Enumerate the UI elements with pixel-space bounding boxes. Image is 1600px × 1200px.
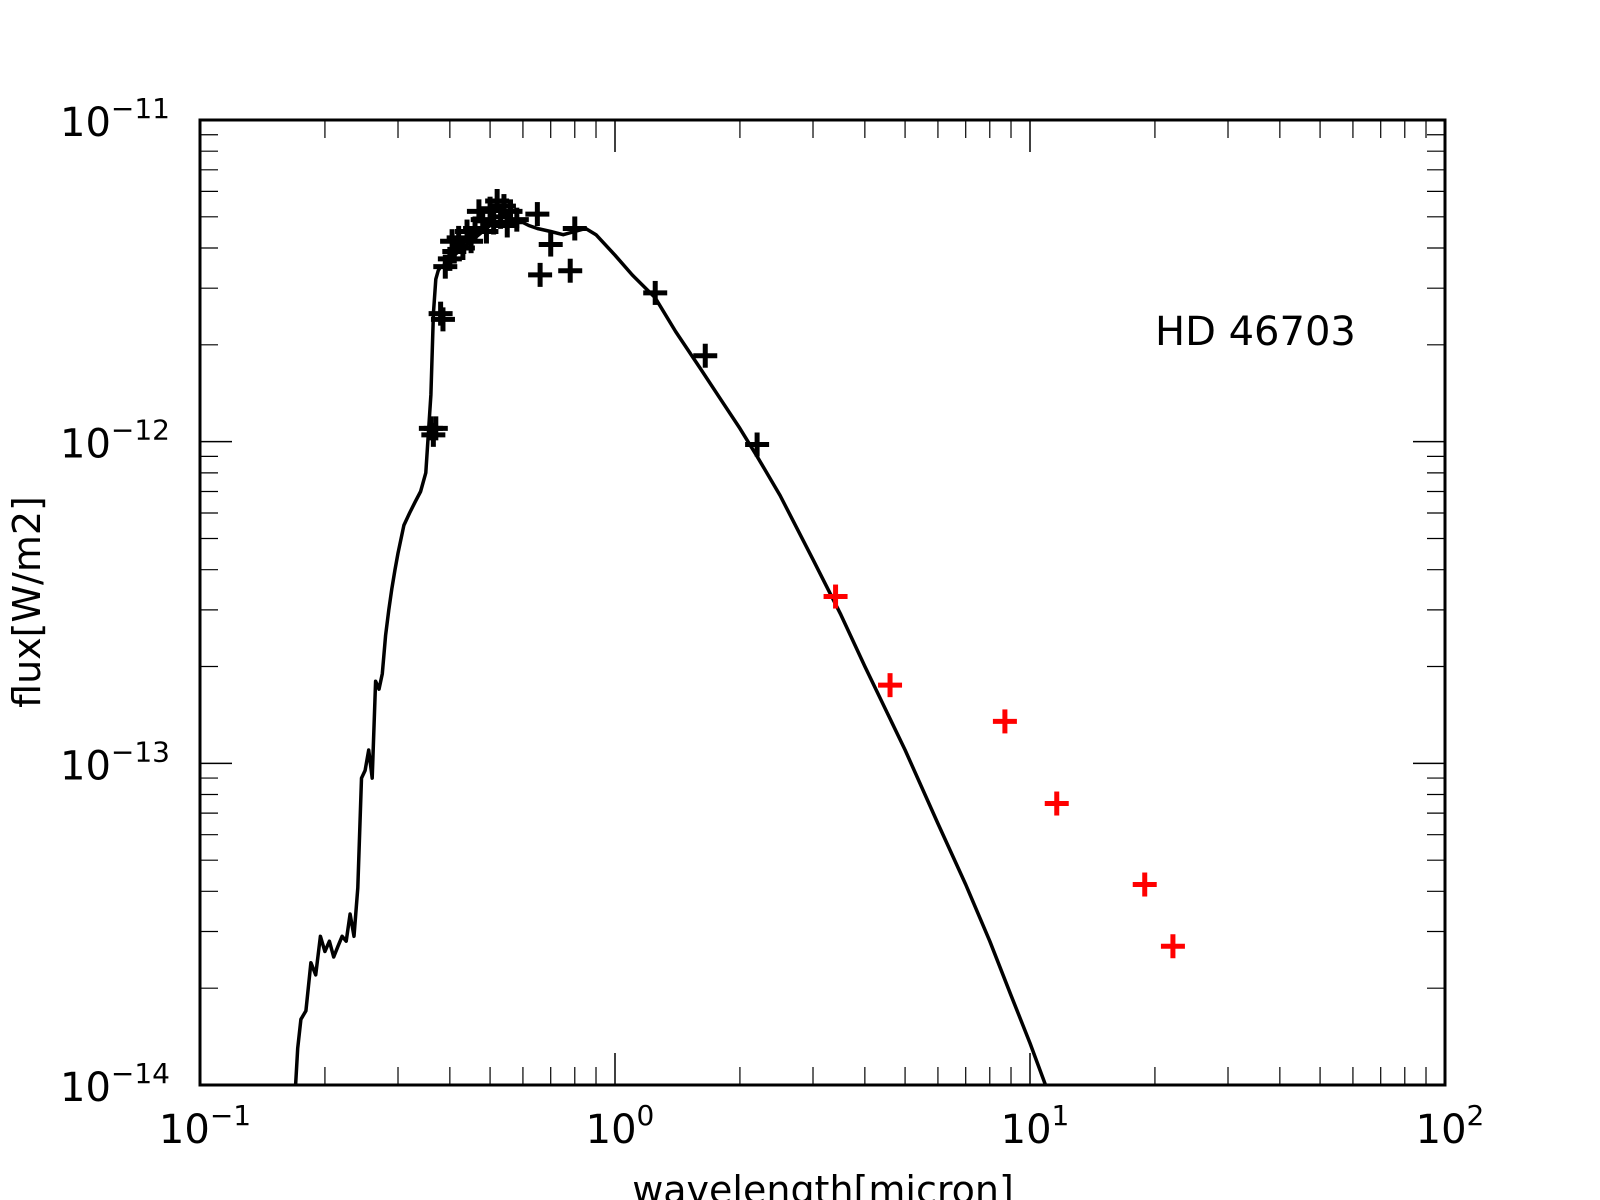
x-tick-label: 10−1 [159, 1099, 251, 1153]
y-tick-label-exponent: −13 [111, 735, 170, 768]
photometry-point [562, 216, 587, 241]
star-name-annotation: HD 46703 [1155, 309, 1356, 355]
x-tick-label-exponent: 1 [1052, 1099, 1070, 1132]
minor-ticks [200, 120, 1445, 1085]
photometry-point [528, 262, 553, 287]
x-tick-label-base: 10 [1416, 1107, 1467, 1153]
marker-layer [418, 188, 1185, 959]
y-tick-label: 10−14 [60, 1057, 170, 1111]
y-tick-label: 10−11 [60, 92, 170, 146]
major-ticks [199, 119, 1446, 1086]
infrared-point [992, 709, 1017, 734]
x-tick-labels: 10−1 100 101 102 [159, 1099, 1484, 1153]
infrared-point [823, 584, 848, 609]
x-tick-label: 100 [586, 1099, 655, 1153]
photometry-point [538, 232, 563, 257]
x-tick-label-exponent: 2 [1467, 1099, 1485, 1132]
x-tick-label-base: 10 [586, 1107, 637, 1153]
photometry-point [643, 280, 668, 305]
x-tick-label: 101 [1001, 1099, 1070, 1153]
photometry-point [459, 229, 484, 254]
y-tick-label: 10−13 [60, 735, 170, 789]
x-axis-title: wavelength[micron] [632, 1168, 1014, 1200]
photometry-point [504, 207, 529, 232]
x-tick-label-base: 10 [159, 1107, 210, 1153]
y-tick-label-base: 10 [60, 1065, 111, 1111]
y-tick-label: 10−12 [60, 414, 170, 468]
photometry-point [745, 432, 770, 457]
infrared-point [878, 673, 903, 698]
photometry-point [525, 202, 550, 227]
photometry-point [430, 307, 455, 332]
photometry-point [693, 343, 718, 368]
y-tick-label-exponent: −11 [111, 92, 170, 125]
infrared-point [1132, 872, 1157, 897]
infrared-point [1044, 791, 1069, 816]
x-tick-label-base: 10 [1001, 1107, 1052, 1153]
y-tick-label-base: 10 [60, 100, 111, 146]
infrared-point [1160, 934, 1185, 959]
photometry-point [558, 258, 583, 283]
x-tick-label-exponent: −1 [210, 1099, 251, 1132]
y-tick-label-exponent: −14 [111, 1057, 170, 1090]
model-spectrum-line [293, 220, 1048, 1085]
y-axis-title: flux[W/m2] [5, 496, 49, 708]
series-layer [293, 220, 1048, 1085]
x-tick-label: 102 [1416, 1099, 1485, 1153]
y-tick-label-base: 10 [60, 743, 111, 789]
plot-frame [198, 118, 1447, 1087]
y-tick-label-exponent: −12 [111, 414, 170, 447]
y-tick-label-base: 10 [60, 422, 111, 468]
photometry-point [423, 416, 448, 441]
x-tick-label-exponent: 0 [637, 1099, 655, 1132]
